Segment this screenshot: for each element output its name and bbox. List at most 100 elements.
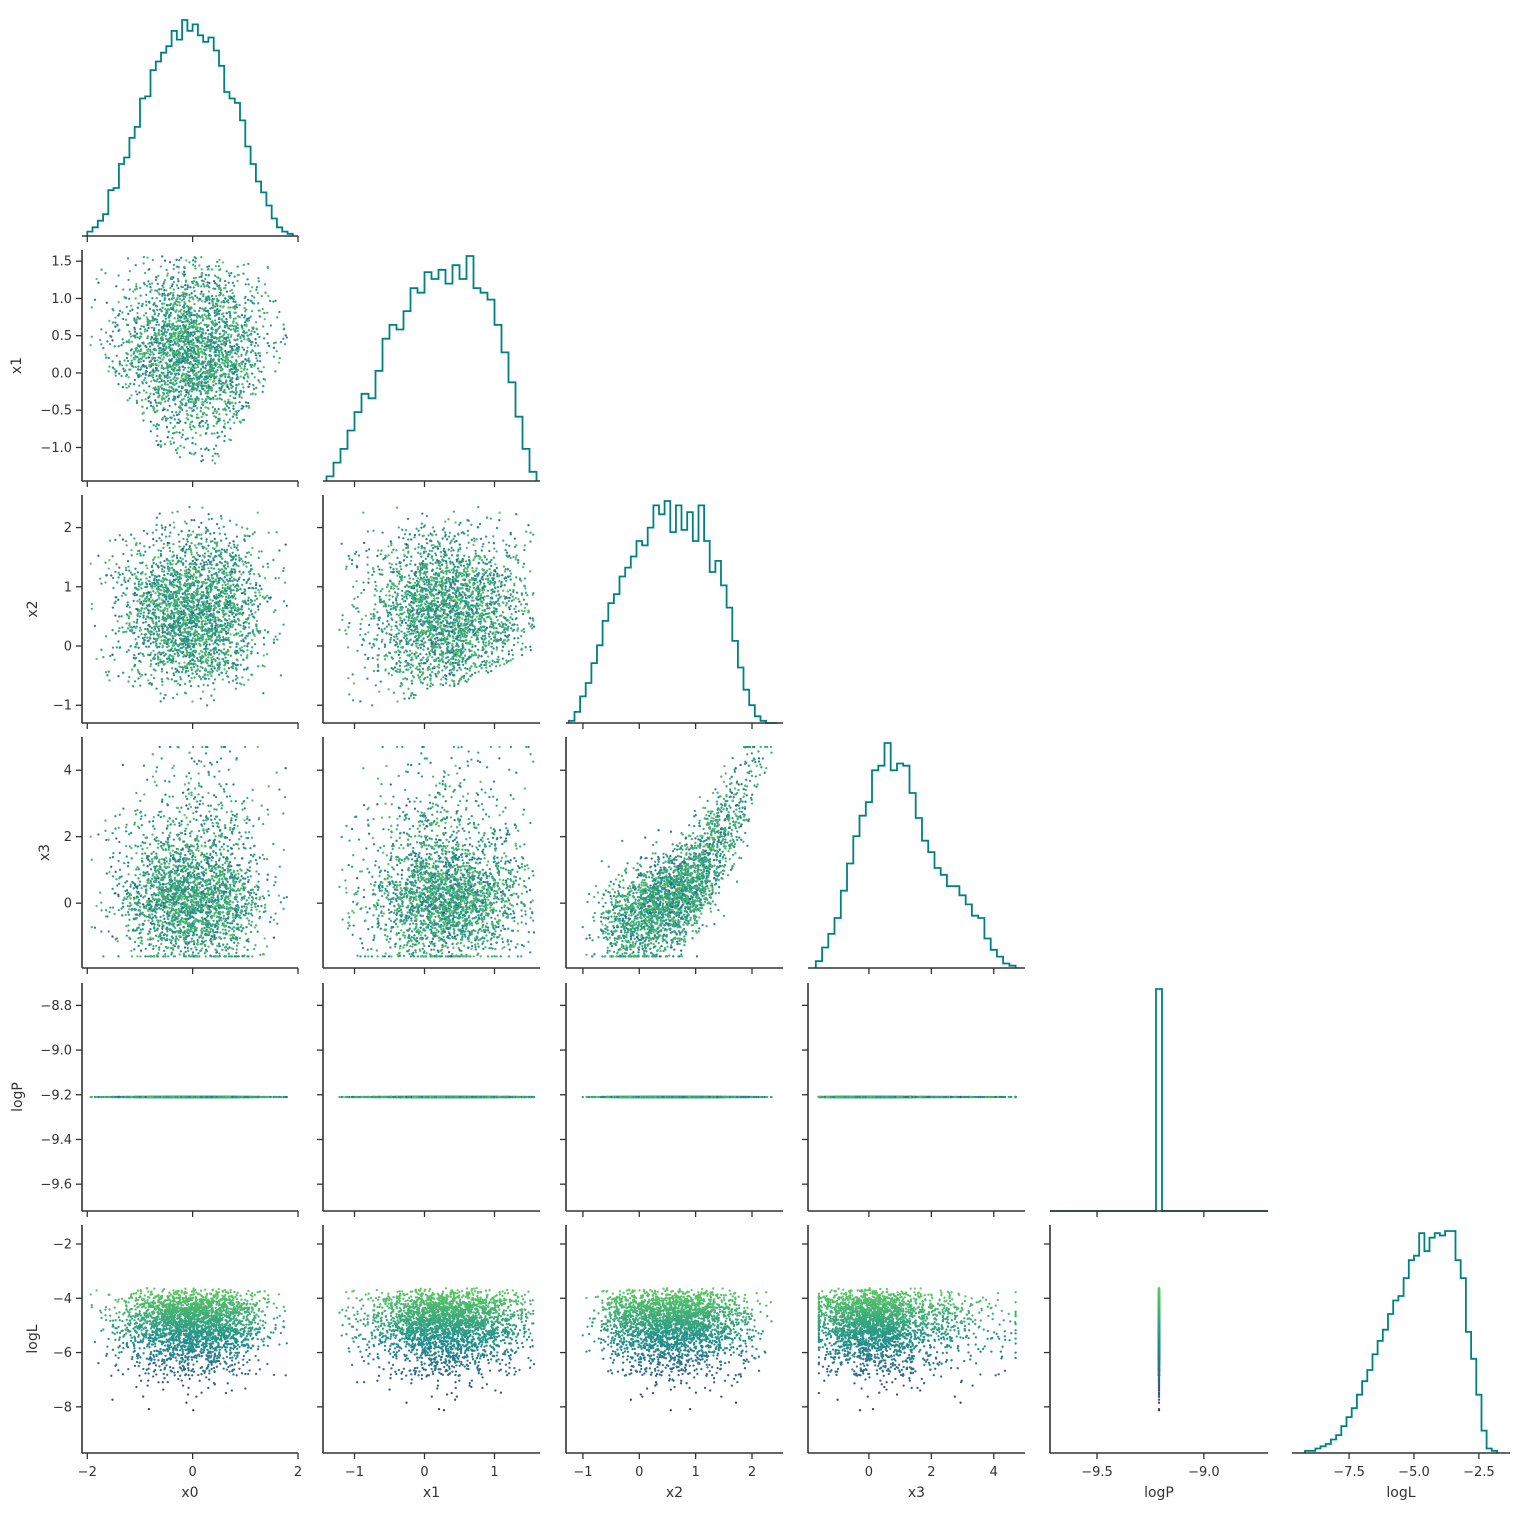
- scatter-point: [200, 290, 202, 292]
- scatter-point: [189, 426, 191, 428]
- scatter-point: [211, 432, 213, 434]
- scatter-point: [216, 338, 218, 340]
- scatter-point: [118, 301, 120, 303]
- scatter-point: [180, 348, 182, 350]
- scatter-point: [203, 348, 205, 350]
- scatter-point: [179, 557, 181, 559]
- scatter-point: [158, 342, 160, 344]
- scatter-point: [122, 318, 124, 320]
- scatter-point: [205, 274, 207, 276]
- scatter-point: [124, 297, 126, 299]
- scatter-point: [156, 309, 158, 311]
- scatter-point: [152, 376, 154, 378]
- scatter-point: [245, 405, 247, 407]
- scatter-point: [114, 316, 116, 318]
- scatter-point: [255, 289, 257, 291]
- scatter-point: [189, 325, 191, 327]
- scatter-point: [197, 384, 199, 386]
- scatter-point: [201, 352, 203, 354]
- scatter-point: [207, 298, 209, 300]
- scatter-point: [206, 401, 208, 403]
- scatter-point: [166, 426, 168, 428]
- scatter-point: [185, 566, 187, 568]
- scatter-point: [216, 362, 218, 364]
- scatter-point: [153, 302, 155, 304]
- scatter-point: [205, 548, 207, 550]
- scatter-point: [237, 265, 239, 267]
- scatter-point: [174, 432, 176, 434]
- scatter-point: [224, 376, 226, 378]
- scatter-point: [111, 339, 113, 341]
- scatter-point: [145, 304, 147, 306]
- scatter-point: [195, 376, 197, 378]
- scatter-point: [212, 336, 214, 338]
- scatter-point: [193, 286, 195, 288]
- scatter-point: [146, 349, 148, 351]
- scatter-point: [182, 324, 184, 326]
- scatter-point: [167, 294, 169, 296]
- scatter-point: [155, 425, 157, 427]
- scatter-point: [218, 382, 220, 384]
- scatter-point: [157, 396, 159, 398]
- scatter-point: [148, 400, 150, 402]
- scatter-point: [192, 264, 194, 266]
- scatter-point: [162, 409, 164, 411]
- scatter-point: [167, 383, 169, 385]
- scatter-point: [208, 360, 210, 362]
- scatter-point: [189, 382, 191, 384]
- scatter-point: [137, 677, 139, 679]
- scatter-point: [123, 577, 125, 579]
- scatter-point: [145, 352, 147, 354]
- scatter-point: [153, 341, 155, 343]
- scatter-point: [250, 393, 252, 395]
- scatter-point: [221, 386, 223, 388]
- scatter-point: [235, 410, 237, 412]
- scatter-point: [187, 284, 189, 286]
- scatter-point: [193, 324, 195, 326]
- scatter-point: [193, 359, 195, 361]
- scatter-point: [197, 363, 199, 365]
- scatter-point: [218, 327, 220, 329]
- scatter-point: [213, 425, 215, 427]
- scatter-point: [279, 633, 281, 635]
- scatter-point: [266, 594, 268, 596]
- scatter-point: [266, 352, 268, 354]
- scatter-point: [194, 284, 196, 286]
- scatter-point: [179, 335, 181, 337]
- scatter-point: [178, 351, 180, 353]
- scatter-point: [105, 357, 107, 359]
- scatter-point: [223, 426, 225, 428]
- scatter-point: [169, 364, 171, 366]
- scatter-point: [221, 382, 223, 384]
- scatter-point: [217, 398, 219, 400]
- scatter-point: [164, 328, 166, 330]
- scatter-point: [162, 417, 164, 419]
- scatter-point: [111, 360, 113, 362]
- scatter-point: [234, 402, 236, 404]
- scatter-point: [209, 350, 211, 352]
- scatter-point: [167, 272, 169, 274]
- scatter-point: [175, 321, 177, 323]
- scatter-point: [149, 291, 151, 293]
- scatter-point: [160, 330, 162, 332]
- scatter-point: [180, 380, 182, 382]
- scatter-point: [190, 352, 192, 354]
- scatter-point: [160, 700, 162, 702]
- scatter-point: [157, 275, 159, 277]
- scatter-point: [236, 374, 238, 376]
- scatter-point: [194, 295, 196, 297]
- scatter-point: [207, 390, 209, 392]
- scatter-point: [192, 297, 194, 299]
- scatter-point: [229, 410, 231, 412]
- scatter-point: [247, 299, 249, 301]
- scatter-point: [258, 336, 260, 338]
- scatter-point: [203, 412, 205, 414]
- scatter-point: [176, 510, 178, 512]
- scatter-point: [147, 335, 149, 337]
- scatter-point: [187, 366, 189, 368]
- scatter-point: [220, 301, 222, 303]
- scatter-point: [189, 390, 191, 392]
- scatter-point: [283, 567, 285, 569]
- scatter-point: [229, 290, 231, 292]
- scatter-point: [228, 339, 230, 341]
